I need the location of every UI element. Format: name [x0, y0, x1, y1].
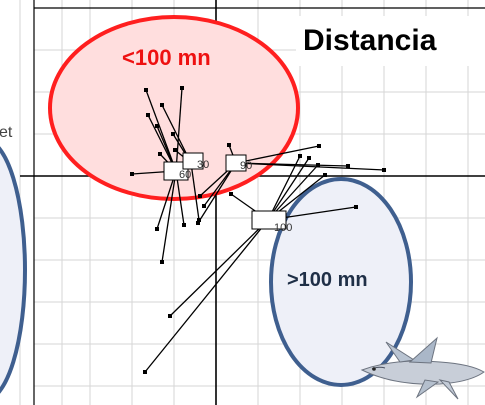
centroid-label-60: 60	[179, 169, 191, 181]
centroid-30: 30	[182, 152, 209, 171]
sample-points	[130, 86, 386, 374]
centroid-90: 90	[225, 154, 252, 172]
centroid-label-100: 100	[274, 222, 292, 234]
centroid-label-30: 30	[197, 159, 209, 171]
title-backing	[296, 16, 485, 66]
left-cluster-ellipse	[0, 146, 27, 394]
centroid-100: 100	[251, 210, 292, 234]
centroid-60: 60	[163, 161, 191, 181]
edge-text: et	[0, 124, 13, 141]
near-cluster-ellipse	[48, 15, 300, 201]
far-cluster-ellipse	[269, 177, 413, 387]
diagram-title: Distancia	[303, 24, 437, 57]
flying-fish-icon	[360, 336, 485, 400]
centroid-label-90: 90	[240, 160, 252, 172]
far-distance-label: >100 mn	[287, 269, 368, 291]
spider-lines	[131, 87, 385, 373]
near-distance-label: <100 mn	[122, 45, 211, 70]
